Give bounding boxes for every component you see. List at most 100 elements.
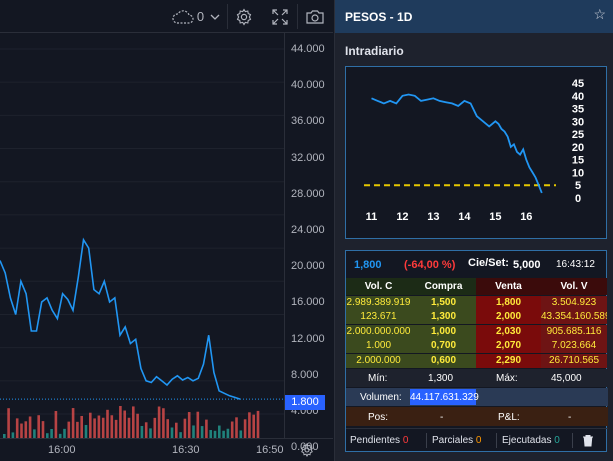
book-compra: 0,700 [411,339,476,354]
volume-bar [93,418,96,438]
instrument-panel: PESOS - 1D ☆ Intradiario 45 40 35 30 25 20 15 1… [334,0,613,461]
volume-bar [106,409,109,438]
tab-parciales[interactable]: Parciales 0 [432,435,481,446]
header-compra: Compra [411,278,476,295]
volume-bar [209,430,212,438]
volume-bar [80,415,83,438]
cloud-save-button[interactable]: 0 [170,5,222,28]
fullscreen-button[interactable] [268,5,292,28]
intraday-y-tick: 25 [572,129,584,141]
book-compra: 1,500 [411,296,476,310]
close-label: Cie/Set: [468,257,509,269]
volume-bar [20,423,23,438]
volume-bar [256,410,260,438]
volume-bar [41,421,45,438]
order-book: 1,800 (-64,00 %) Cie/Set: 5,000 16:43:12… [345,250,608,452]
time-axis[interactable]: 16:00 16:30 16:50 [0,438,333,461]
min-value: 1,300 [428,373,454,384]
volume-bar [230,421,234,438]
intraday-y-tick: 0 [575,193,581,205]
fullscreen-icon [272,8,288,25]
book-venta: 2,030 [476,324,541,339]
intraday-title: Intradiario [345,44,404,58]
intraday-y-tick: 40 [572,91,584,103]
settings-button[interactable] [232,5,256,28]
tab-ejecutadas[interactable]: Ejecutadas 0 [502,435,560,446]
book-venta: 2,000 [476,310,541,325]
intraday-y-tick: 35 [572,104,584,116]
intraday-line [371,93,543,194]
volume-bar [11,432,15,438]
volume-bar [58,433,62,438]
pos-label: Pos: [368,412,389,423]
volume-bar [63,428,66,438]
intraday-chart-box: 45 40 35 30 25 20 15 10 5 0 11 12 13 14 15 16 [345,66,607,239]
favorite-star-icon[interactable]: ☆ [593,6,606,22]
min-max-row: Mín: 1,300 Máx: 45,000 [346,369,608,387]
cloud-icon [172,9,194,24]
volume-bar [119,406,122,438]
camera-icon [306,9,324,24]
book-vol-c: 2.000.000 [346,353,411,368]
price-tick: 16.000 [291,296,325,309]
position-row: Pos: - P&L: - [346,407,608,426]
intraday-y-tick: 30 [572,116,584,128]
volume-bar [187,412,191,438]
volume-bar [127,417,131,438]
main-price-chart[interactable] [0,33,284,438]
volume-bar [97,415,101,438]
book-header-row: Vol. C Compra Venta Vol. V [346,278,608,295]
book-vol-c: 123.671 [346,310,411,325]
max-value: 45,000 [551,373,582,384]
pl-label: P&L: [498,412,520,423]
header-venta: Venta [476,278,541,295]
book-row[interactable]: 2.000.000 0,600 2,290 26.710.565 [346,353,608,368]
panel-header: PESOS - 1D ☆ [335,0,613,33]
volume-bar [226,428,230,438]
book-venta: 2,070 [476,339,541,354]
volume-bar [179,432,182,438]
volume-bar [410,389,476,405]
book-row[interactable]: 1.000 0,700 2,070 7.023.664 [346,339,608,354]
last-price: 1,800 [354,259,382,271]
volume-bar [89,412,92,438]
price-tick: 32.000 [291,151,325,164]
volume-bar [248,412,251,438]
price-tick: 44.000 [291,43,325,55]
volume-bar [7,408,10,438]
volume-bar [50,428,53,438]
screenshot-button[interactable] [302,5,328,28]
volume-bar [218,425,221,438]
intraday-x-tick: 16 [520,211,532,223]
book-row[interactable]: 2.989.389.919 1,500 1,800 3.504.923 [346,296,608,310]
gear-icon[interactable] [300,443,314,457]
book-row[interactable]: 123.671 1,300 2,000 43.354.160.589 [346,310,608,325]
book-row[interactable]: 2.000.000.000 1,000 2,030 905.685.116 [346,324,608,339]
ejecutadas-count: 0 [554,435,560,446]
volume-bar [243,419,247,438]
volume-value: 44.117.631.329 [410,392,479,403]
volume-bar [162,408,165,438]
change-percent: (-64,00 %) [404,259,456,271]
volume-bar [157,406,161,438]
trash-icon[interactable] [582,434,594,447]
time-tick: 16:30 [172,444,200,456]
volume-bar [140,426,144,438]
intraday-y-tick: 5 [575,180,581,192]
orders-footer: Pendientes 0 Parciales 0 Ejecutadas 0 [346,428,608,451]
volume-bar [175,422,178,438]
close-value: 5,000 [513,259,541,271]
price-chart-pane[interactable]: 0 [0,0,333,461]
price-axis[interactable]: 44.000 40.000 36.000 32.000 28.000 24.000 20.0… [284,33,333,453]
volume-bar [123,410,126,438]
price-tick: 24.000 [291,224,325,236]
pendientes-count: 0 [402,435,409,446]
volume-bar [200,426,204,438]
price-tick: 8.000 [291,368,319,381]
summary-row: 1,800 (-64,00 %) Cie/Set: 5,000 16:43:12 [346,251,608,277]
price-tick: 28.000 [291,187,325,200]
volume-bar [166,419,169,438]
book-venta: 1,800 [476,296,541,310]
tab-pendientes[interactable]: Pendientes 0 [350,435,408,446]
